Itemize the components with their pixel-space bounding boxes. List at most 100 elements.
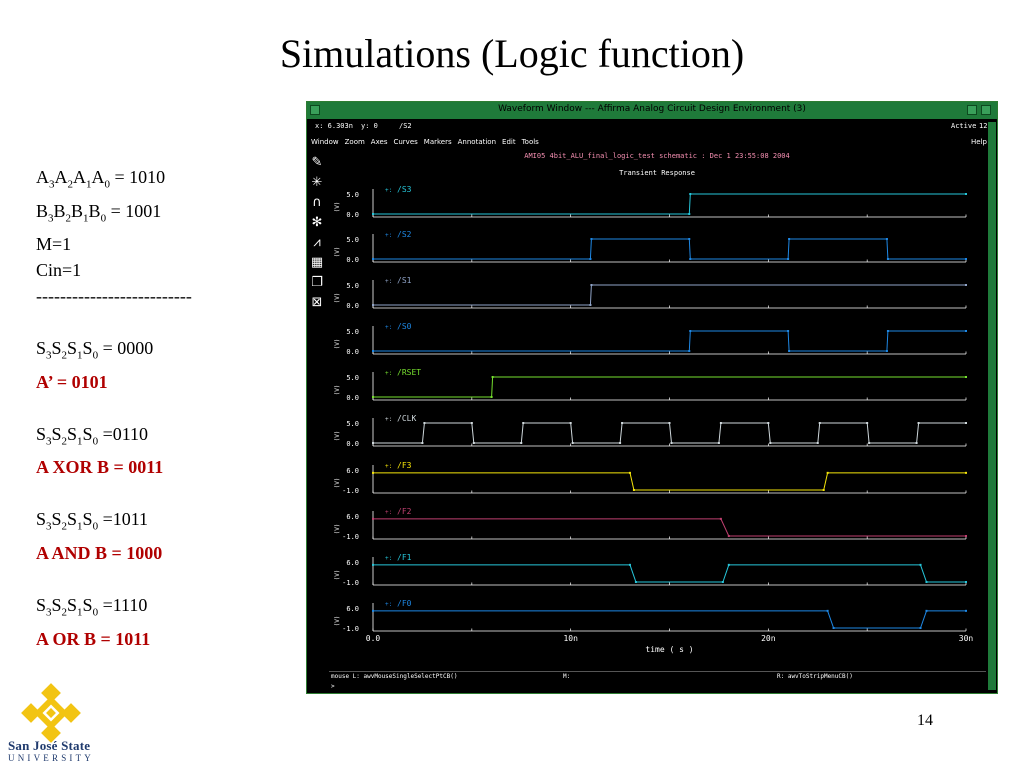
waveform-chart: AMI05 4bit_ALU_final_logic_test schemati… (334, 152, 974, 654)
vertical-scrollbar[interactable] (988, 122, 996, 690)
data-point (769, 442, 772, 444)
menu-edit[interactable]: Edit (502, 138, 516, 146)
y-unit-label: (V) (334, 570, 341, 581)
y-tick-label: 5.0 (346, 282, 359, 290)
data-point (826, 609, 829, 612)
data-point (668, 422, 671, 424)
waveform-plot[interactable]: AMI05 4bit_ALU_final_logic_test schemati… (329, 148, 986, 670)
status-mouse-left: mouse L: awvMouseSingleSelectPtCB() (331, 673, 458, 680)
y-tick-label: 5.0 (346, 420, 359, 428)
data-point (919, 563, 922, 566)
y-tick-label: -1.0 (342, 579, 359, 587)
data-point (571, 442, 574, 444)
data-point (569, 422, 572, 424)
y-tick-label: 6.0 (346, 467, 359, 475)
layers-icon[interactable]: ❐ (311, 275, 323, 290)
data-point (719, 517, 722, 520)
data-point (634, 581, 637, 583)
command-prompt[interactable]: > (331, 683, 335, 690)
y-tick-label: 0.0 (346, 211, 359, 219)
minimize-icon[interactable] (967, 105, 977, 115)
headphones-icon[interactable]: ∩ (312, 195, 322, 210)
x-tick-label: 10n (563, 634, 578, 643)
maximize-icon[interactable] (981, 105, 991, 115)
y-tick-label: 5.0 (346, 236, 359, 244)
waveform-window: Waveform Window --- Affirma Analog Circu… (306, 101, 998, 694)
menu-axes[interactable]: Axes (370, 138, 388, 146)
menu-annotation[interactable]: Annotation (457, 138, 497, 146)
data-point (919, 627, 922, 629)
data-point (965, 471, 967, 474)
menu-window[interactable]: Window (311, 138, 339, 146)
data-point (965, 376, 967, 378)
data-point (719, 422, 722, 424)
operation-result: A AND B = 1000 (36, 542, 163, 563)
y-unit-label: (V) (334, 478, 341, 489)
series-label: /F1 (397, 553, 412, 562)
y-tick-label: 5.0 (346, 191, 359, 199)
menu-markers[interactable]: Markers (423, 138, 452, 146)
data-point (372, 517, 374, 520)
series-line (373, 422, 966, 444)
grid-icon[interactable]: ▦ (310, 255, 324, 270)
data-point (818, 422, 821, 424)
pen-icon[interactable]: ✎ (311, 155, 323, 170)
series-marker: +: (385, 555, 392, 562)
data-point (788, 238, 791, 240)
data-point (689, 330, 692, 332)
series-marker: +: (385, 324, 392, 331)
data-point (767, 422, 770, 424)
y-tick-label: 6.0 (346, 605, 359, 613)
cursor-y-readout: y: 0 (361, 122, 378, 130)
series-label: /S1 (397, 276, 412, 285)
delete-icon[interactable]: ⊠ (311, 295, 323, 310)
data-point (886, 330, 889, 332)
data-point (590, 284, 593, 286)
crosshair-icon[interactable]: ✳ (311, 175, 323, 190)
menu-tools[interactable]: Tools (521, 138, 539, 146)
data-point (886, 258, 889, 260)
active-number: 12 (979, 122, 988, 130)
data-point (915, 442, 918, 444)
series-label: /S0 (397, 322, 412, 331)
y-unit-label: (V) (334, 202, 341, 213)
y-unit-label: (V) (334, 431, 341, 442)
x-tick-label: 0.0 (366, 634, 381, 643)
data-point (925, 609, 928, 612)
y-tick-label: -1.0 (342, 533, 359, 541)
menu-zoom[interactable]: Zoom (344, 138, 365, 146)
data-point (866, 422, 869, 424)
window-titlebar[interactable]: Waveform Window --- Affirma Analog Circu… (307, 102, 997, 119)
window-menu-icon[interactable] (310, 105, 320, 115)
data-point (688, 350, 691, 352)
data-point (372, 350, 374, 352)
tool-palette: ✎ ✳ ∩ ✻ ⩘ ▦ ❐ ⊠ (309, 154, 327, 314)
data-point (925, 581, 928, 583)
logic-description: A3A2A1A0 = 1010 B3B2B1B0 = 1001 M=1 Cin=… (36, 164, 192, 652)
data-point (589, 258, 592, 260)
series-line (373, 472, 966, 491)
data-point (885, 238, 888, 240)
input-b-line: B3B2B1B0 = 1001 (36, 200, 162, 225)
data-point (421, 442, 424, 444)
plot-title: AMI05 4bit_ALU_final_logic_test schemati… (524, 152, 790, 160)
menu-help[interactable]: Help (971, 138, 987, 146)
data-point (965, 258, 967, 260)
series-marker: +: (385, 370, 392, 377)
menu-curves[interactable]: Curves (393, 138, 418, 146)
y-tick-label: 5.0 (346, 328, 359, 336)
status-mouse-middle: M: (563, 673, 571, 680)
data-point (816, 442, 819, 444)
active-label: Active (951, 122, 977, 130)
waveform-icon[interactable]: ⩘ (313, 235, 321, 250)
series-marker: +: (385, 509, 392, 516)
sparkle-icon[interactable]: ✻ (311, 215, 323, 230)
data-point (788, 350, 791, 352)
series-line (373, 564, 966, 583)
series-marker: +: (385, 232, 392, 239)
data-point (520, 442, 523, 444)
data-point (688, 238, 691, 240)
x-tick-label: 30n (959, 634, 974, 643)
y-tick-label: -1.0 (342, 625, 359, 633)
data-point (589, 304, 592, 306)
